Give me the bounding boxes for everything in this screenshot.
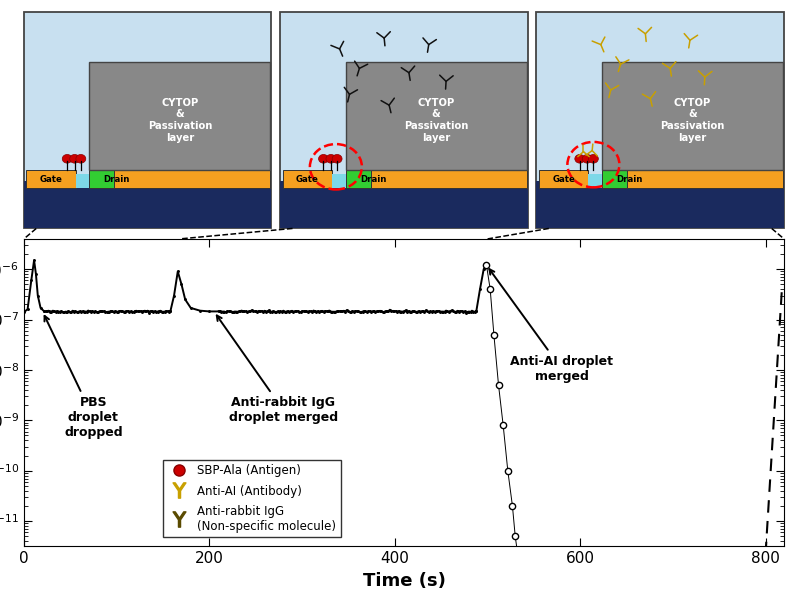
Bar <box>345 170 371 188</box>
Bar <box>588 174 602 188</box>
Bar <box>602 170 626 188</box>
Bar <box>539 170 588 188</box>
Text: Anti-rabbit IgG
droplet merged: Anti-rabbit IgG droplet merged <box>217 316 338 424</box>
Bar <box>345 62 526 170</box>
Bar <box>626 170 782 188</box>
Circle shape <box>76 154 86 163</box>
Text: CYTOP
&
Passivation
layer: CYTOP & Passivation layer <box>660 98 724 143</box>
Legend: SBP-Ala (Antigen), Anti-AI (Antibody), Anti-rabbit IgG
(Non-specific molecule): SBP-Ala (Antigen), Anti-AI (Antibody), A… <box>163 459 341 537</box>
Circle shape <box>332 154 342 163</box>
Text: Anti-AI droplet
merged: Anti-AI droplet merged <box>490 269 613 383</box>
Bar <box>24 181 271 228</box>
Bar <box>76 174 89 188</box>
Text: PBS
droplet
dropped: PBS droplet dropped <box>45 316 123 439</box>
Circle shape <box>62 154 72 163</box>
Text: Drain: Drain <box>360 175 386 184</box>
Text: CYTOP
&
Passivation
layer: CYTOP & Passivation layer <box>404 98 468 143</box>
Bar <box>89 62 271 170</box>
X-axis label: Time (s): Time (s) <box>362 572 446 590</box>
Circle shape <box>575 154 585 163</box>
Text: Gate: Gate <box>296 175 319 184</box>
FancyBboxPatch shape <box>537 12 784 228</box>
Circle shape <box>70 154 80 163</box>
Text: Gate: Gate <box>552 175 576 184</box>
Text: Drain: Drain <box>103 175 130 184</box>
Bar <box>283 170 332 188</box>
Circle shape <box>326 154 336 163</box>
Circle shape <box>582 154 592 163</box>
FancyBboxPatch shape <box>280 12 528 228</box>
Bar <box>602 62 782 170</box>
Bar <box>332 174 345 188</box>
Bar <box>537 181 784 228</box>
Bar <box>89 170 115 188</box>
Circle shape <box>318 154 329 163</box>
Circle shape <box>588 154 599 163</box>
Bar <box>26 170 76 188</box>
Text: CYTOP
&
Passivation
layer: CYTOP & Passivation layer <box>148 98 212 143</box>
Bar <box>371 170 526 188</box>
Bar <box>280 181 528 228</box>
Text: Drain: Drain <box>616 175 642 184</box>
Text: Gate: Gate <box>40 175 63 184</box>
Bar <box>115 170 271 188</box>
FancyBboxPatch shape <box>24 12 271 228</box>
